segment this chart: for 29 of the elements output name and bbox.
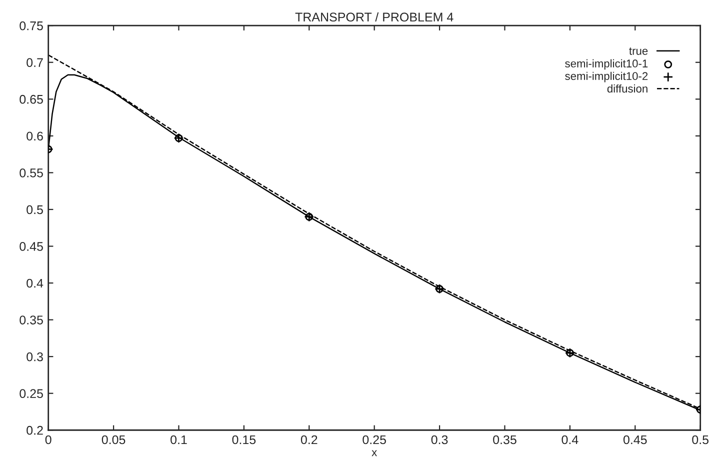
y-tick-label: 0.2 (26, 426, 43, 435)
legend-label: diffusion (607, 84, 648, 93)
x-tick-label: 0.05 (102, 435, 126, 444)
x-tick-label: 0 (45, 435, 52, 444)
x-tick-label: 0.15 (232, 435, 256, 444)
y-tick-label: 0.5 (26, 205, 43, 214)
legend-label: semi-implicit10-2 (565, 72, 648, 82)
x-tick-label: 0.4 (562, 435, 578, 444)
y-tick-label: 0.65 (20, 94, 43, 104)
y-tick-label: 0.7 (26, 58, 43, 68)
x-tick-label: 0.5 (692, 435, 708, 444)
y-tick-label: 0.35 (20, 316, 43, 324)
chart-title: TRANSPORT / PROBLEM 4 (295, 12, 454, 22)
y-tick-label: 0.75 (20, 21, 43, 30)
x-tick-label: 0.2 (300, 435, 318, 444)
y-tick-label: 0.4 (26, 278, 44, 288)
x-axis-title: x (372, 450, 377, 456)
y-tick-label: 0.6 (26, 132, 43, 141)
x-tick-label: 0.35 (493, 435, 516, 444)
x-tick-label: 0.25 (362, 435, 386, 444)
x-tick-label: 0.1 (170, 435, 187, 444)
legend-label: true (629, 48, 648, 55)
y-tick-label: 0.45 (20, 242, 43, 251)
y-tick-label: 0.55 (20, 168, 43, 178)
x-tick-label: 0.45 (623, 435, 647, 444)
legend-label: semi-implicit10-1 (565, 59, 648, 70)
y-tick-label: 0.25 (20, 389, 43, 398)
x-tick-label: 0.3 (431, 435, 448, 444)
y-tick-label: 0.3 (26, 352, 43, 362)
